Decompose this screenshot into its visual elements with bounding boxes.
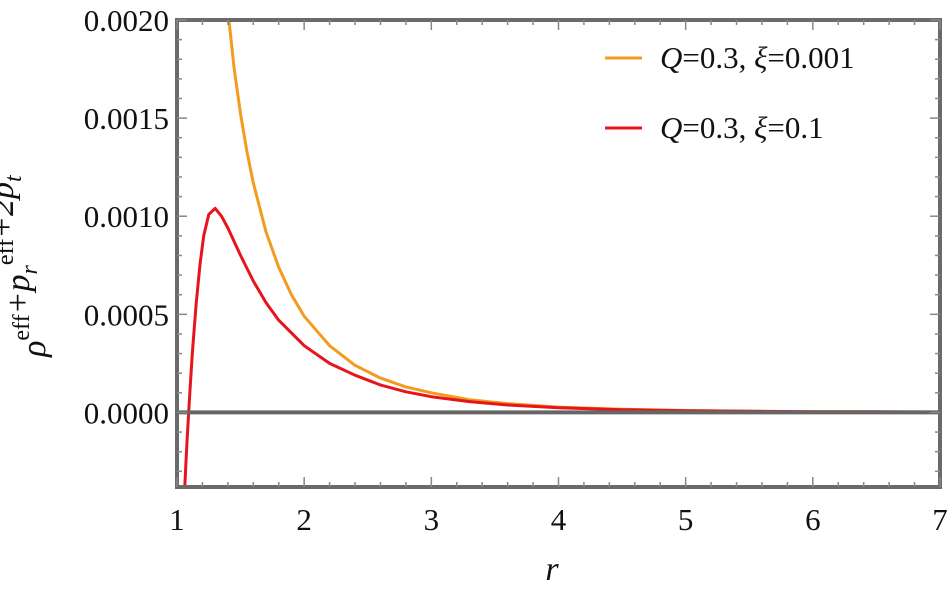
legend-label: Q=0.3, ξ=0.001	[660, 40, 855, 75]
plot-frame	[175, 18, 942, 489]
legend-label: Q=0.3, ξ=0.1	[660, 110, 824, 145]
tick-labels: 1 2 3 4 5 6 7 0.0000 0.0005 0.0010 0.0015 0.0020	[84, 3, 948, 537]
legend-item: Q=0.3, ξ=0.001	[605, 40, 855, 75]
x-tick-label: 6	[805, 502, 821, 537]
y-tick-label: 0.0010	[84, 199, 169, 234]
y-tick-label: 0.0020	[84, 3, 169, 38]
y-tick-label: 0.0015	[84, 101, 169, 136]
x-tick-label: 5	[678, 502, 694, 537]
plot-curves	[183, 20, 940, 487]
x-tick-label: 7	[932, 502, 948, 537]
x-tick-label: 3	[424, 502, 440, 537]
y-tick-label: 0.0000	[84, 395, 169, 430]
y-tick-label: 0.0005	[84, 297, 169, 332]
y-axis-title: ρeff+preff+2pteff	[0, 149, 53, 358]
axis-ticks	[176, 19, 941, 487]
x-axis-title: r	[545, 551, 559, 588]
series-line-2	[183, 206, 940, 487]
x-tick-label: 2	[296, 502, 312, 537]
x-tick-label: 4	[551, 502, 567, 537]
x-tick-label: 1	[169, 502, 185, 537]
legend-item: Q=0.3, ξ=0.1	[605, 110, 824, 145]
legend: Q=0.3, ξ=0.001 Q=0.3, ξ=0.1	[605, 40, 855, 145]
